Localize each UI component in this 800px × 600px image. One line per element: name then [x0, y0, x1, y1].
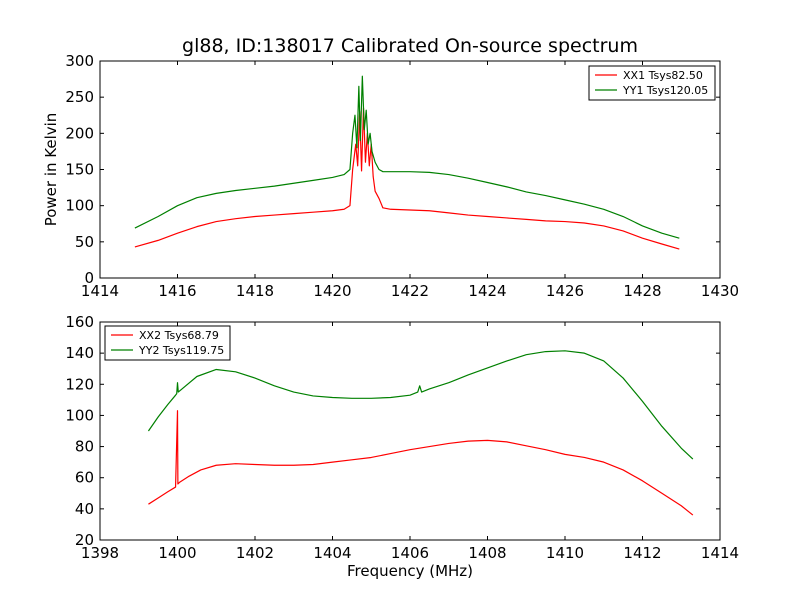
y-tick-label: 120 — [65, 375, 94, 393]
x-tick-label: 1408 — [468, 544, 506, 562]
x-tick-label: 1410 — [546, 544, 584, 562]
series-group — [147, 350, 694, 516]
legend-label: YY2 Tsys119.75 — [138, 344, 224, 357]
y-tick-label: 0 — [84, 269, 94, 287]
x-tick-label: 1428 — [623, 282, 661, 300]
y-tick-label: 140 — [65, 344, 94, 362]
x-tick-label: 1414 — [81, 282, 119, 300]
y-tick-label: 150 — [65, 161, 94, 179]
x-tick-label: 1424 — [468, 282, 506, 300]
legend-box — [104, 325, 231, 361]
x-tick-label: 1426 — [546, 282, 584, 300]
x-tick-label: 1414 — [701, 544, 739, 562]
y-tick-label: 250 — [65, 88, 94, 106]
y-tick-label: 80 — [75, 438, 94, 456]
legend-label: YY1 Tsys120.05 — [622, 84, 708, 97]
series-line-xx1 — [134, 107, 680, 250]
legend-box — [588, 65, 716, 101]
figure-title: gl88, ID:138017 Calibrated On-source spe… — [182, 35, 638, 57]
y-tick-label: 20 — [75, 531, 94, 549]
x-axis-label: Frequency (MHz) — [347, 562, 473, 580]
y-tick-label: 100 — [65, 197, 94, 215]
legend: XX2 Tsys68.79 YY2 Tsys119.75 — [104, 325, 231, 361]
x-tick-label: 1430 — [701, 282, 739, 300]
series-line-xx2 — [148, 410, 694, 516]
x-tick-label: 1418 — [236, 282, 274, 300]
x-tick-label: 1422 — [391, 282, 429, 300]
y-axis-label: Power in Kelvin — [42, 113, 60, 227]
x-tick-label: 1402 — [236, 544, 274, 562]
y-tick-label: 200 — [65, 124, 94, 142]
bottom-spectrum-panel: 1398 1400 1402 1404 1406 1408 1410 1412 1414 20 40… — [65, 313, 739, 580]
x-tick-label: 1416 — [158, 282, 196, 300]
legend: XX1 Tsys82.50 YY1 Tsys120.05 — [588, 65, 716, 101]
x-tick-label: 1406 — [391, 544, 429, 562]
legend-label: XX2 Tsys68.79 — [139, 329, 219, 342]
top-spectrum-panel: 1414 1416 1418 1420 1422 1424 1426 1428 1430 0 50 1… — [42, 52, 739, 300]
y-tick-label: 40 — [75, 500, 94, 518]
y-tick-label: 100 — [65, 406, 94, 424]
series-group — [134, 75, 680, 250]
x-tick-label: 1398 — [81, 544, 119, 562]
y-tick-label: 300 — [65, 52, 94, 70]
x-tick-label: 1400 — [158, 544, 196, 562]
y-tick-label: 60 — [75, 469, 94, 487]
x-tick-label: 1420 — [313, 282, 351, 300]
series-line-yy1 — [134, 75, 680, 239]
legend-label: XX1 Tsys82.50 — [623, 69, 703, 82]
x-tick-label: 1412 — [623, 544, 661, 562]
series-line-yy2 — [147, 350, 694, 460]
y-tick-label: 50 — [75, 233, 94, 251]
x-tick-label: 1404 — [313, 544, 351, 562]
y-tick-label: 160 — [65, 313, 94, 331]
